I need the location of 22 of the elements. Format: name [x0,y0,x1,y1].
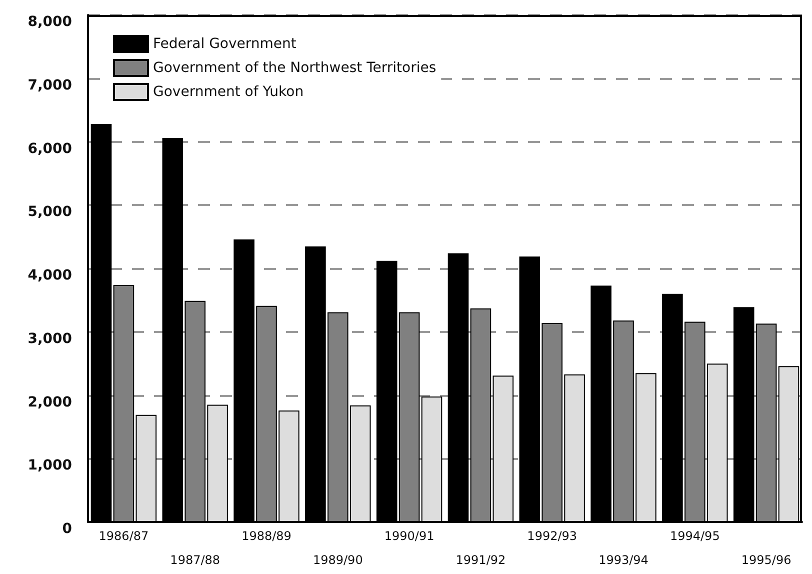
x-tick-label: 1989/90 [312,553,363,567]
y-tick-label: 2,000 [28,394,72,410]
x-tick-label: 1991/92 [456,553,506,567]
x-tick-label: 1986/87 [98,529,149,543]
x-tick-label: 1995/96 [741,553,792,567]
y-tick-label: 8,000 [28,14,72,30]
x-tick-label: 1993/94 [598,553,648,567]
x-tick-label: 1994/95 [670,529,720,543]
legend-label: Federal Government [153,36,297,52]
y-tick-label: 3,000 [28,330,72,347]
legend-label: Government of the Northwest Territories [153,60,436,76]
legend-label: Government of Yukon [153,84,304,100]
x-tick-label: 1987/88 [170,553,220,567]
y-tick-label: 5,000 [28,204,72,220]
y-tick-label: 0 [62,521,72,537]
y-tick-label: 4,000 [28,268,72,284]
y-tick-label: 7,000 [28,77,72,94]
x-tick-label: 1988/89 [242,529,292,543]
y-tick-label: 1,000 [28,458,72,474]
x-tick-label: 1990/91 [384,529,434,543]
x-tick-label: 1992/93 [527,529,578,543]
y-tick-label: 6,000 [28,140,72,157]
